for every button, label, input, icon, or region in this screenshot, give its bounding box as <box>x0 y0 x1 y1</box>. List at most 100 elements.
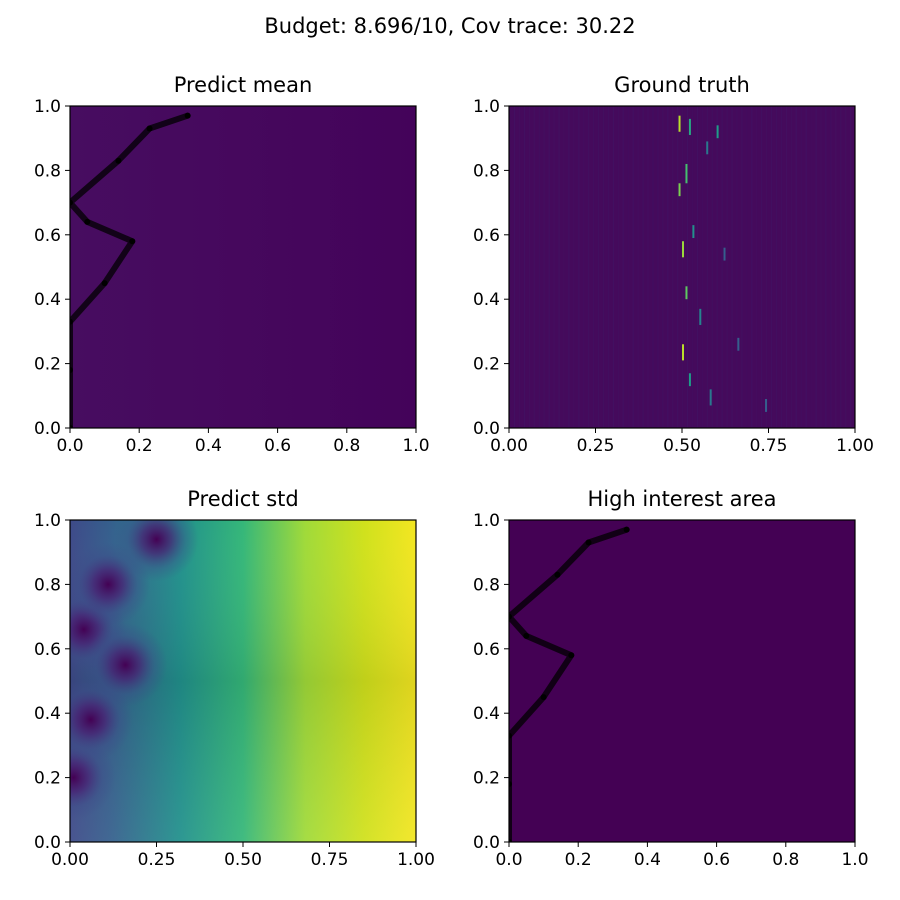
truth-streak <box>682 241 684 258</box>
x-tick-label: 1.0 <box>402 436 429 456</box>
x-tick-label: 0.6 <box>264 436 291 456</box>
texture-stripe <box>622 106 624 428</box>
y-tick-label: 0.6 <box>34 226 61 246</box>
x-tick-label: 1.00 <box>397 850 435 870</box>
heatmap-field <box>70 106 416 428</box>
texture-stripe <box>785 106 787 428</box>
texture-stripe <box>513 106 516 428</box>
texture-stripe <box>578 106 580 428</box>
x-tick-label: 0.00 <box>490 436 528 456</box>
subplot-title: Predict mean <box>174 73 313 97</box>
texture-stripe <box>701 106 703 428</box>
y-tick-label: 0.2 <box>473 769 500 789</box>
panel-4: High interest area 0.0 0.2 0.4 0.6 0.8 1.0 0.0 0… <box>473 487 869 870</box>
texture-stripe <box>548 106 550 428</box>
texture-stripe <box>810 106 812 428</box>
texture-stripe <box>533 106 535 428</box>
x-tick-label: 0.0 <box>56 436 83 456</box>
trajectory-point <box>523 632 530 639</box>
heatmap-field <box>509 520 855 842</box>
texture-stripe <box>780 106 783 428</box>
y-tick-label: 0.8 <box>34 575 61 595</box>
x-tick-label: 0.75 <box>311 850 349 870</box>
std-low-point <box>83 622 168 707</box>
texture-stripe <box>850 106 852 428</box>
x-tick-label: 0.6 <box>703 850 730 870</box>
y-tick-label: 0.0 <box>473 419 500 439</box>
plot-area <box>509 520 855 842</box>
texture-stripe <box>528 106 530 428</box>
trajectory-point <box>70 367 73 374</box>
texture-stripe <box>756 106 758 428</box>
truth-streak <box>699 308 702 325</box>
texture-stripe <box>761 106 763 428</box>
texture-stripe <box>706 106 708 428</box>
trajectory-line <box>509 526 630 842</box>
y-tick-label: 0.6 <box>473 640 500 660</box>
plot-area <box>509 106 855 428</box>
texture-stripe <box>686 106 689 428</box>
x-tick-label: 0.0 <box>495 850 522 870</box>
texture-stripe <box>568 106 570 428</box>
texture-stripe <box>602 106 605 428</box>
texture-stripe <box>805 106 807 428</box>
texture-stripe <box>662 106 664 428</box>
y-tick-label: 0.6 <box>34 640 61 660</box>
texture-stripe <box>770 106 773 428</box>
y-tick-label: 0.8 <box>473 575 500 595</box>
axes-frame <box>69 105 417 429</box>
x-tick-label: 1.00 <box>836 436 874 456</box>
texture-stripe <box>632 106 634 428</box>
x-tick-label: 0.75 <box>750 436 788 456</box>
y-tick-label: 0.4 <box>473 290 500 310</box>
trajectory-point <box>84 218 91 225</box>
panel-2: Ground truth 0.00 0.25 0.50 0.75 1.00 0.0 0.2 0.… <box>473 73 874 456</box>
y-tick-label: 1.0 <box>34 97 61 117</box>
texture-stripe <box>593 106 595 428</box>
texture-stripe <box>538 106 540 428</box>
trajectory-point <box>509 839 512 842</box>
trajectory-point <box>585 539 592 546</box>
texture-stripe <box>800 106 802 428</box>
figure-suptitle: Budget: 8.696/10, Cov trace: 30.22 <box>264 14 636 38</box>
trajectory-point <box>623 526 630 533</box>
texture-stripe <box>573 106 575 428</box>
texture-stripe <box>612 106 614 428</box>
texture-stripe <box>820 106 822 428</box>
y-tick-label: 0.2 <box>34 355 61 375</box>
truth-streak <box>723 247 726 261</box>
texture-stripe <box>696 106 699 428</box>
texture-stripe <box>627 106 629 428</box>
trajectory-point <box>115 157 122 164</box>
texture-stripe <box>667 106 669 428</box>
x-tick-label: 1.0 <box>841 850 868 870</box>
texture-stripe <box>647 106 649 428</box>
texture-stripe <box>731 106 733 428</box>
trajectory-point <box>554 571 561 578</box>
texture-stripe <box>716 106 718 428</box>
texture-stripe <box>543 106 545 428</box>
std-low-point <box>114 520 199 582</box>
trajectory-point <box>146 125 153 132</box>
truth-streak <box>692 225 695 239</box>
texture-stripe <box>711 106 713 428</box>
texture-stripe <box>721 106 723 428</box>
truth-streak <box>765 399 768 412</box>
trajectory-point <box>184 112 191 119</box>
texture-stripe <box>672 106 674 428</box>
texture-stripe <box>682 106 684 428</box>
texture-stripe <box>736 106 738 428</box>
trajectory-point <box>129 238 136 245</box>
texture-stripe <box>642 106 644 428</box>
plot-area <box>70 520 416 842</box>
truth-streak <box>685 163 688 184</box>
truth-streak <box>688 373 691 387</box>
texture-stripe <box>830 106 832 428</box>
texture-stripe <box>523 106 526 428</box>
truth-streak <box>737 337 740 351</box>
texture-stripe <box>677 106 679 428</box>
x-tick-label: 0.50 <box>663 436 701 456</box>
y-tick-label: 0.0 <box>34 419 61 439</box>
x-tick-label: 0.50 <box>224 850 262 870</box>
